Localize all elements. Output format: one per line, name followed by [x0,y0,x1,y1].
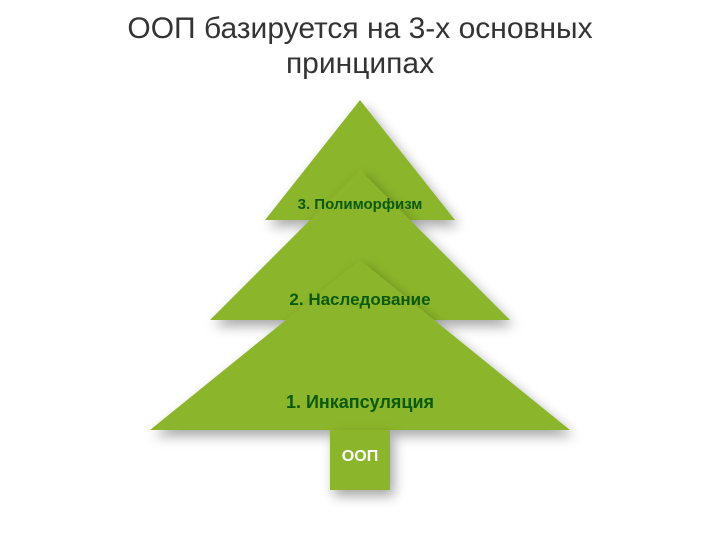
trunk-label-oop: ООП [312,448,408,466]
tier-label-encapsulation: 1. Инкапсуляция [150,392,570,413]
tier-label-polymorphism: 3. Полиморфизм [265,196,455,213]
tree-diagram: 3. Полиморфизм 2. Наследование 1. Инкапс… [0,0,720,540]
tier-label-inheritance: 2. Наследование [210,290,510,310]
